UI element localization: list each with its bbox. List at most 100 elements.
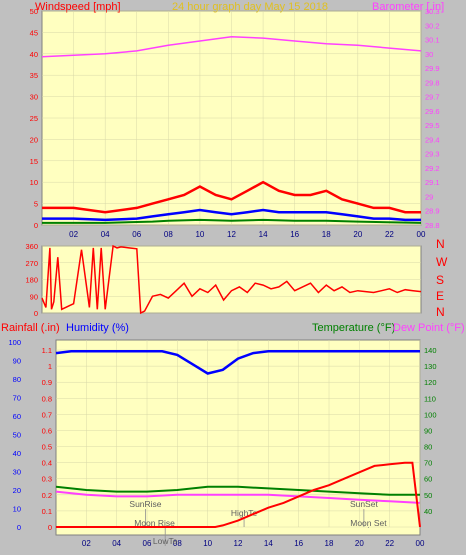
wind-x-tick-label: 12 <box>227 230 236 239</box>
humidity-line <box>55 350 420 375</box>
temperature-y-tick-label: 120 <box>424 378 437 387</box>
humidity-y-tick-label: 60 <box>13 412 21 421</box>
barometer-y-tick-label: 29.2 <box>425 164 440 173</box>
temperature-label: Temperature (°F) <box>312 322 395 334</box>
direction-label-w: W <box>436 255 448 269</box>
temperature-line <box>55 485 420 496</box>
wind-x-tick-label: 04 <box>101 230 110 239</box>
rain-x-tick-label: 06 <box>143 539 152 548</box>
wind-y-tick-label: 20 <box>30 135 38 144</box>
rain-y-tick-label: 1 <box>48 362 52 371</box>
direction-y-tick-label: 90 <box>30 292 38 301</box>
rain-y-tick-label: 0 <box>48 523 52 532</box>
barometer-y-tick-label: 28.9 <box>425 207 440 216</box>
wind-x-tick-label: 14 <box>259 230 268 239</box>
rain-y-tick-label: 0.6 <box>42 426 52 435</box>
rain-y-tick-label: 0.8 <box>42 394 52 403</box>
temperature-y-tick-label: 90 <box>424 426 432 435</box>
rain-x-tick-label: 22 <box>385 539 394 548</box>
rain-y-tick-label: 0.3 <box>42 475 52 484</box>
wind-y-tick-label: 5 <box>34 200 38 209</box>
wind-direction-line <box>41 244 422 315</box>
rain-x-tick-label: 10 <box>203 539 212 548</box>
temperature-y-tick-label: 60 <box>424 475 432 484</box>
barometer-y-tick-label: 29.7 <box>425 93 440 102</box>
rain-x-tick-label: 18 <box>325 539 334 548</box>
sunrise-annotation: SunRise <box>129 499 161 509</box>
humidity-y-tick-label: 30 <box>13 468 21 477</box>
wind-x-tick-label: 22 <box>385 230 394 239</box>
wind-x-tick-label: 02 <box>69 230 78 239</box>
temperature-y-tick-label: 140 <box>424 346 437 355</box>
wind-x-tick-label: 16 <box>290 230 299 239</box>
temperature-y-tick-label: 110 <box>424 394 436 403</box>
wind-y-tick-label: 30 <box>30 93 38 102</box>
humidity-y-tick-label: 100 <box>8 338 21 347</box>
barometer-y-tick-label: 29.4 <box>425 135 440 144</box>
humidity-y-tick-label: 70 <box>13 394 21 403</box>
dewpoint-label: Dew Point (°F) <box>393 322 465 334</box>
lowtemp-annotation: LowTe <box>153 536 178 546</box>
wind-x-tick-label: 20 <box>353 230 362 239</box>
humidity-label: Humidity (%) <box>66 322 129 334</box>
barometer-y-tick-label: 29.6 <box>425 107 440 116</box>
rain-x-tick-label: 20 <box>355 539 364 548</box>
rain-y-tick-label: 0.1 <box>42 507 52 516</box>
barometer-y-tick-label: 30.1 <box>425 36 440 45</box>
temperature-y-tick-label: 50 <box>424 491 432 500</box>
wind-y-tick-label: 40 <box>30 50 38 59</box>
temperature-y-tick-label: 80 <box>424 443 432 452</box>
rain-x-tick-label: 14 <box>264 539 273 548</box>
direction-y-tick-label: 360 <box>25 242 38 251</box>
barometer-y-tick-label: 29.3 <box>425 150 440 159</box>
barometer-y-tick-label: 29.8 <box>425 78 440 87</box>
humidity-y-tick-label: 90 <box>13 357 21 366</box>
rain-x-tick-label: 00 <box>416 539 425 548</box>
humidity-y-tick-label: 80 <box>13 375 21 384</box>
humidity-y-tick-label: 40 <box>13 449 21 458</box>
wind-y-tick-label: 35 <box>30 71 38 80</box>
humidity-y-tick-label: 0 <box>17 523 21 532</box>
barometer-label: Barometer [.in] <box>372 1 444 13</box>
wind-low-line <box>42 218 422 224</box>
humidity-y-tick-label: 20 <box>13 486 21 495</box>
rain-x-tick-label: 12 <box>234 539 243 548</box>
barometer-y-tick-label: 29.5 <box>425 121 440 130</box>
wind-y-tick-label: 10 <box>30 178 38 187</box>
dewpoint-line <box>55 490 421 504</box>
rain-y-tick-label: 0.4 <box>42 459 52 468</box>
sunset-annotation: SunSet <box>350 499 379 509</box>
direction-y-tick-label: 180 <box>25 276 38 285</box>
windspeed-label: Windspeed [mph] <box>35 1 121 13</box>
direction-label-n-top: N <box>436 237 445 251</box>
barometer-y-tick-label: 29.1 <box>425 178 440 187</box>
wind-x-tick-label: 18 <box>322 230 331 239</box>
wind-y-tick-label: 15 <box>30 157 38 166</box>
rain-x-tick-label: 08 <box>173 539 182 548</box>
rain-y-tick-label: 0.2 <box>42 491 52 500</box>
wind-x-tick-label: 06 <box>132 230 141 239</box>
wind-y-tick-label: 50 <box>30 7 38 16</box>
rain-x-tick-label: 02 <box>82 539 91 548</box>
temperature-y-tick-label: 40 <box>424 507 432 516</box>
rain-y-tick-label: 0.9 <box>42 378 52 387</box>
temperature-y-tick-label: 130 <box>424 362 437 371</box>
barometer-line <box>41 35 422 58</box>
wind-x-tick-label: 00 <box>417 230 426 239</box>
humidity-y-tick-label: 10 <box>13 505 21 514</box>
chart-title: 24 hour graph day May 15 2018 <box>172 1 328 13</box>
rain-y-tick-label: 1.1 <box>42 346 52 355</box>
temperature-y-tick-label: 70 <box>424 459 432 468</box>
wind-y-tick-label: 25 <box>30 114 38 123</box>
direction-label-n-bottom: N <box>436 305 445 319</box>
barometer-y-tick-label: 30.2 <box>425 21 440 30</box>
barometer-y-tick-label: 28.8 <box>425 221 440 230</box>
temperature-y-tick-label: 100 <box>424 410 437 419</box>
wind-x-tick-label: 08 <box>164 230 173 239</box>
rain-y-tick-label: 0.5 <box>42 443 52 452</box>
rainfall-line <box>56 461 421 528</box>
rainfall-label: Rainfall (.in) <box>1 322 60 334</box>
barometer-y-tick-label: 29 <box>425 192 433 201</box>
